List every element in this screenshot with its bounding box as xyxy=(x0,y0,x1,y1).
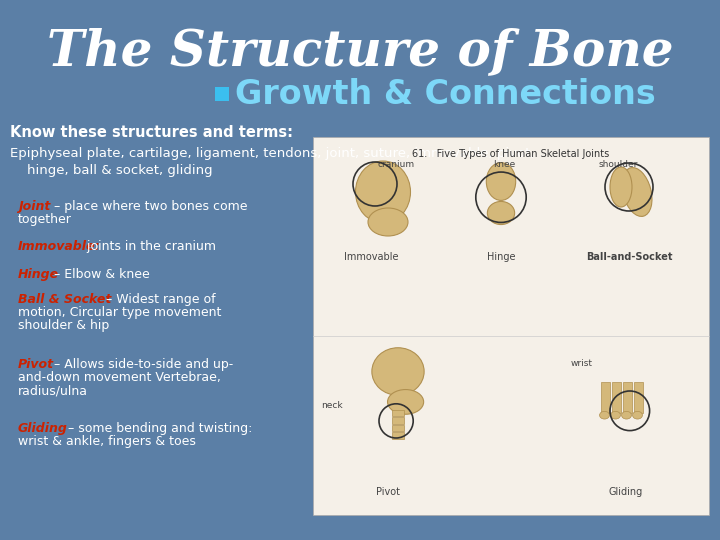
Text: The Structure of Bone: The Structure of Bone xyxy=(47,28,673,77)
Text: Pivot: Pivot xyxy=(376,487,400,497)
Bar xyxy=(392,409,404,416)
Text: Know these structures and terms:: Know these structures and terms: xyxy=(10,125,293,140)
Text: Ball-and-Socket: Ball-and-Socket xyxy=(586,252,672,262)
Text: shoulder & hip: shoulder & hip xyxy=(18,319,109,332)
Text: cranium: cranium xyxy=(378,160,415,169)
Text: Hinge: Hinge xyxy=(487,252,516,262)
Text: – Elbow & knee: – Elbow & knee xyxy=(50,268,150,281)
Text: Immovable: Immovable xyxy=(343,252,398,262)
Ellipse shape xyxy=(610,167,632,207)
Ellipse shape xyxy=(622,167,652,217)
Text: Ball & Socket: Ball & Socket xyxy=(18,293,112,306)
Text: – Allows side-to-side and up-: – Allows side-to-side and up- xyxy=(50,358,234,371)
Bar xyxy=(624,382,632,413)
Text: neck: neck xyxy=(321,401,343,410)
Bar xyxy=(313,137,709,515)
Text: joints in the cranium: joints in the cranium xyxy=(83,240,216,253)
Ellipse shape xyxy=(611,411,621,419)
Bar xyxy=(392,417,404,424)
Bar xyxy=(634,382,643,413)
Bar xyxy=(612,382,621,413)
Text: Gliding: Gliding xyxy=(609,487,643,497)
Text: Gliding: Gliding xyxy=(18,422,68,435)
Bar xyxy=(392,433,404,439)
Bar xyxy=(392,424,404,431)
Ellipse shape xyxy=(600,411,609,419)
Text: motion, Circular type movement: motion, Circular type movement xyxy=(18,306,221,319)
Text: Hinge: Hinge xyxy=(18,268,59,281)
Ellipse shape xyxy=(368,208,408,236)
Ellipse shape xyxy=(387,389,423,414)
Text: Epiphyseal plate, cartilage, ligament, tendons, joint, suture, immovable, pivot,: Epiphyseal plate, cartilage, ligament, t… xyxy=(10,147,534,160)
Text: – some bending and twisting:: – some bending and twisting: xyxy=(63,422,252,435)
Text: wrist & ankle, fingers & toes: wrist & ankle, fingers & toes xyxy=(18,435,196,448)
Text: – Widest range of: – Widest range of xyxy=(102,293,216,306)
Text: Growth & Connections: Growth & Connections xyxy=(235,78,656,111)
Ellipse shape xyxy=(621,411,631,419)
Ellipse shape xyxy=(633,411,642,419)
Text: and-down movement Vertebrae,: and-down movement Vertebrae, xyxy=(18,371,221,384)
Ellipse shape xyxy=(372,348,424,395)
Ellipse shape xyxy=(356,161,410,223)
Text: 61.   Five Types of Human Skeletal Joints: 61. Five Types of Human Skeletal Joints xyxy=(413,149,610,159)
Ellipse shape xyxy=(487,201,515,225)
Ellipse shape xyxy=(486,163,516,200)
Text: Pivot: Pivot xyxy=(18,358,54,371)
Text: Joint: Joint xyxy=(18,200,50,213)
Text: radius/ulna: radius/ulna xyxy=(18,384,88,397)
Text: Immovable:: Immovable: xyxy=(18,240,101,253)
Text: – place where two bones come: – place where two bones come xyxy=(50,200,248,213)
Text: together: together xyxy=(18,213,72,226)
Text: shoulder: shoulder xyxy=(599,160,639,169)
Text: wrist: wrist xyxy=(571,359,593,368)
Text: knee: knee xyxy=(493,160,516,169)
Bar xyxy=(601,382,610,413)
Bar xyxy=(215,87,229,101)
Text: hinge, ball & socket, gliding: hinge, ball & socket, gliding xyxy=(10,164,212,177)
